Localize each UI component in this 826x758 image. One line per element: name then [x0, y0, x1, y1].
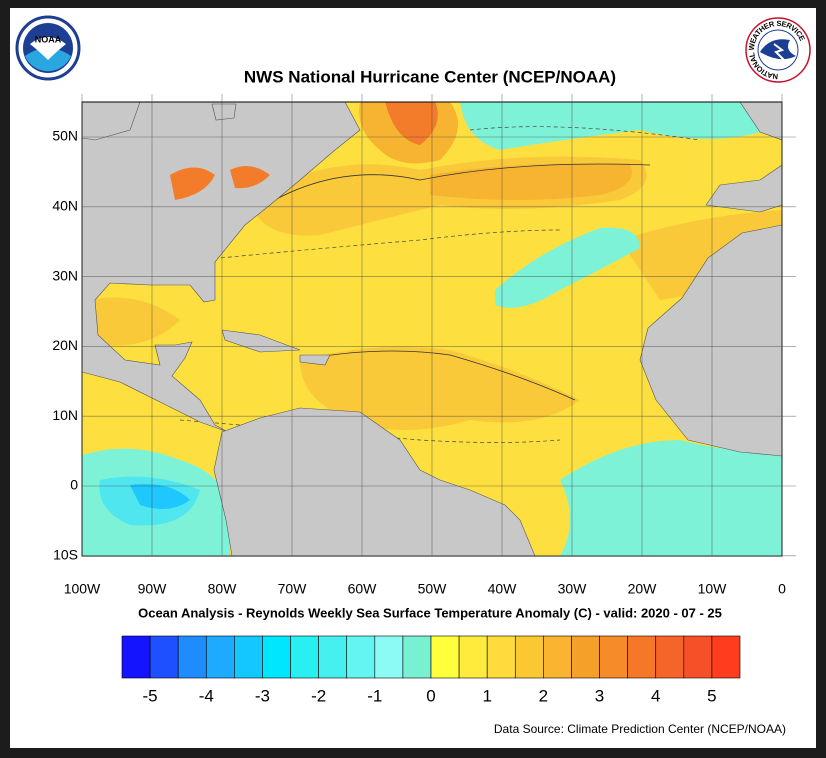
lon-label: 90W: [138, 581, 168, 597]
data-source: Data Source: Climate Prediction Center (…: [494, 722, 786, 736]
lon-label: 10W: [698, 581, 728, 597]
colorbar-label: 2: [539, 686, 548, 705]
anomaly-band: [300, 346, 580, 430]
colorbar-swatch: [177, 635, 207, 679]
lat-label: 40N: [52, 198, 78, 214]
anomaly-band: [90, 297, 180, 346]
colorbar-label: -3: [255, 686, 270, 705]
land-hispaniola: [299, 354, 331, 366]
land-iberia: [705, 164, 782, 213]
lat-label: 10S: [53, 547, 78, 563]
colorbar-swatch: [346, 635, 376, 679]
colorbar-swatch: [458, 635, 488, 679]
colorbar-label: 3: [595, 686, 604, 705]
colorbar-label: 5: [707, 686, 716, 705]
colorbar-label: -5: [143, 686, 158, 705]
colorbar-swatch: [402, 635, 432, 679]
colorbar-label: 0: [426, 686, 435, 705]
lon-label: 50W: [418, 581, 448, 597]
colorbar-label: 4: [651, 686, 660, 705]
anomaly-band: [385, 102, 438, 145]
anomaly-band: [430, 163, 632, 200]
colorbar-swatch: [571, 635, 600, 679]
lon-label: 30W: [558, 581, 588, 597]
map-caption: Ocean Analysis - Reynolds Weekly Sea Sur…: [138, 605, 722, 620]
colorbar-swatch: [655, 635, 685, 679]
colorbar-swatch: [149, 635, 179, 679]
colorbar-swatch: [262, 635, 291, 679]
lon-label: 40W: [488, 581, 518, 597]
lat-label: 50N: [52, 128, 78, 144]
colorbar-swatch: [627, 635, 657, 679]
cool-patch: [130, 484, 190, 509]
lat-label: 20N: [52, 337, 78, 353]
contour: [249, 163, 651, 216]
colorbar-swatch: [430, 635, 460, 679]
land-canada: [82, 102, 141, 141]
land-europe: [739, 102, 782, 141]
lat-label: 0: [70, 477, 78, 493]
nws-logo: NATIONAL WEATHER SERVICE: [745, 17, 811, 83]
colorbar-swatch: [121, 635, 151, 679]
land-south-america: [213, 407, 536, 556]
land-newfoundland: [211, 103, 237, 121]
cool-patch: [560, 440, 782, 556]
cool-patch: [460, 102, 782, 150]
lon-label: 80W: [208, 581, 238, 597]
colorbar-swatch: [599, 635, 628, 679]
lon-label: 60W: [348, 581, 378, 597]
colorbar: -5 -4 -3 -2 -1 0 1 2 3 4 5: [121, 635, 741, 705]
colorbar-label: -1: [367, 686, 382, 705]
contour: [469, 126, 701, 141]
colorbar-swatch: [205, 635, 235, 679]
lon-label: 100W: [64, 581, 101, 597]
colorbar-label: 1: [482, 686, 491, 705]
colorbar-swatch: [486, 635, 516, 679]
contour: [199, 229, 561, 261]
lon-label: 0: [778, 581, 786, 597]
colorbar-swatch: [514, 635, 544, 679]
lat-label: 10N: [52, 407, 78, 423]
noaa-logo-text: NOAA: [35, 34, 62, 44]
graticule: 100W 90W 80W 70W 60W 50W 40W 30W 20W 10W 0 50N 40N 30…: [52, 94, 796, 597]
colorbar-swatch: [290, 635, 319, 679]
colorbar-label: -2: [311, 686, 326, 705]
contour: [299, 350, 576, 401]
land-north-america: [82, 102, 361, 433]
great-lakes: [170, 166, 270, 200]
title: NWS National Hurricane Center (NCEP/NOAA…: [244, 67, 616, 86]
lon-label: 20W: [628, 581, 658, 597]
colorbar-swatch: [543, 635, 572, 679]
colorbar-swatch: [234, 635, 263, 679]
colorbar-swatch: [683, 635, 713, 679]
lat-label: 30N: [52, 267, 78, 283]
land-africa: [639, 224, 782, 457]
colorbar-swatch: [711, 635, 741, 679]
colorbar-swatch: [374, 635, 404, 679]
colorbar-label: -4: [199, 686, 214, 705]
lon-label: 70W: [278, 581, 308, 597]
cool-patch: [495, 227, 640, 308]
colorbar-swatch: [318, 635, 348, 679]
noaa-logo: NOAA: [15, 15, 81, 81]
